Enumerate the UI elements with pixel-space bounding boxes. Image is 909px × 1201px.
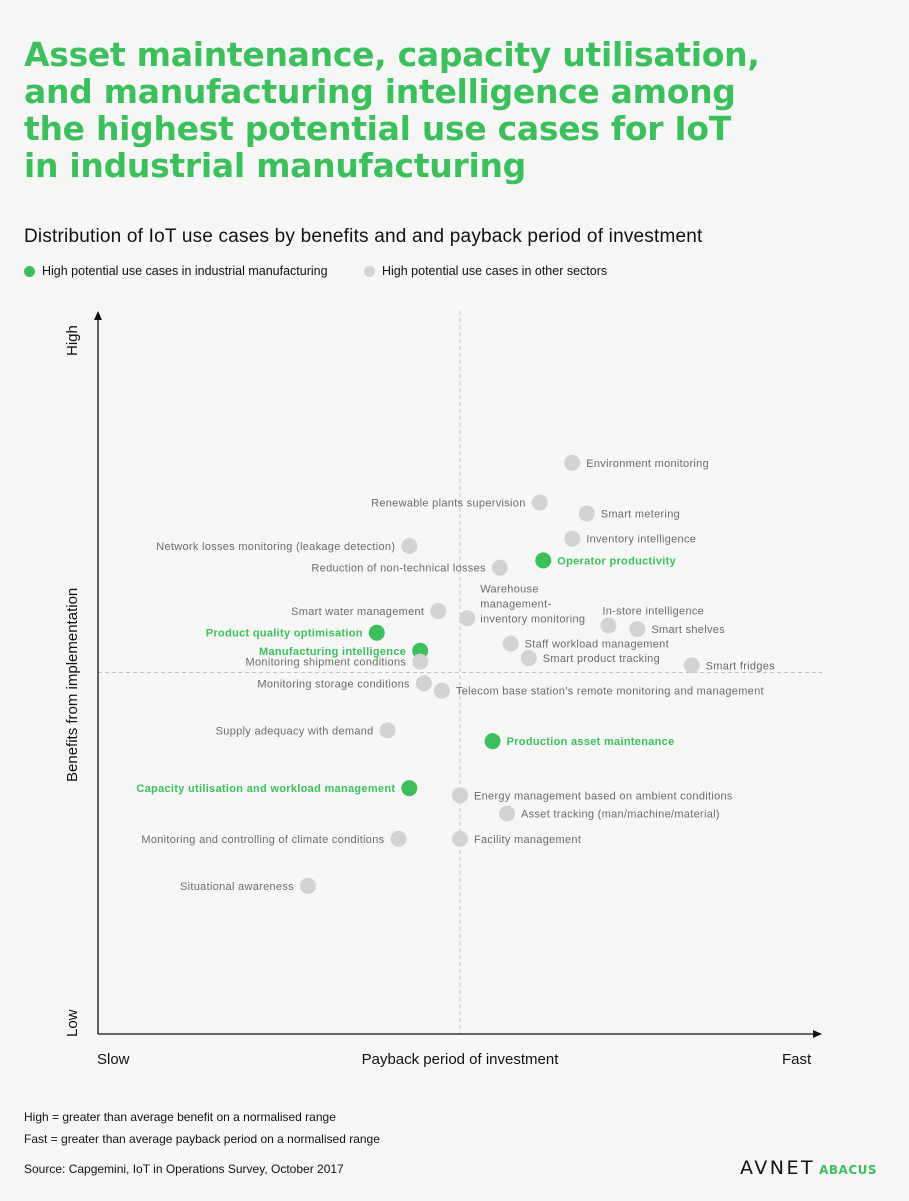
point-label-line: Warehouse [480, 583, 539, 595]
legend-label: High potential use cases in industrial m… [42, 264, 328, 278]
point-label: Supply adequacy with demand [216, 725, 374, 737]
avnet-abacus-logo: AVNET ABACUS [740, 1157, 877, 1179]
y-axis-arrow-icon [94, 311, 102, 320]
scatter-chart: Operator productivity Product quality opt… [94, 311, 822, 1038]
point-label: Telecom base station’s remote monitoring… [456, 686, 764, 698]
legend-item-manufacturing: High potential use cases in industrial m… [24, 264, 328, 278]
y-axis-start-label: Low [64, 1009, 81, 1037]
x-axis-end-label: Fast [782, 1051, 812, 1068]
point-label: Product quality optimisation [206, 628, 363, 640]
chart-points: Operator productivity Product quality opt… [136, 454, 776, 894]
other-sector-point [491, 559, 508, 576]
point-label: Inventory intelligence [586, 534, 696, 546]
title-line: the highest potential use cases for IoT [24, 109, 731, 148]
point-label: Smart shelves [651, 624, 725, 636]
title-line: in industrial manufacturing [24, 146, 526, 185]
point-label: Operator productivity [557, 555, 676, 567]
point-label-line: inventory monitoring [480, 613, 585, 625]
legend-green-dot-icon [24, 265, 35, 277]
point-label: Network losses monitoring (leakage detec… [156, 541, 395, 553]
manufacturing-point [401, 780, 418, 797]
other-sector-point [459, 610, 476, 627]
logo-main-text: AVNET [740, 1157, 816, 1179]
point-label: Facility management [474, 834, 581, 846]
x-axis-arrow-icon [813, 1030, 822, 1038]
other-sector-point [412, 653, 429, 670]
point-label: Smart fridges [706, 660, 776, 672]
point-label: Renewable plants supervision [371, 498, 526, 510]
other-sector-point [415, 675, 432, 692]
manufacturing-point [484, 733, 501, 750]
point-label: Monitoring and controlling of climate co… [141, 834, 384, 846]
point-label-line: management- [480, 598, 551, 610]
manufacturing-point [535, 552, 552, 569]
other-sector-point [401, 537, 418, 554]
point-label: Reduction of non-technical losses [311, 563, 486, 575]
point-label: Situational awareness [180, 881, 294, 893]
other-sector-point [578, 505, 595, 522]
x-axis-start-label: Slow [97, 1051, 130, 1068]
other-sector-point [390, 830, 407, 847]
y-axis-end-label: High [64, 325, 81, 356]
point-label: Monitoring shipment conditions [246, 657, 407, 669]
source-note: Source: Capgemini, IoT in Operations Sur… [24, 1162, 344, 1176]
manufacturing-point [368, 624, 385, 641]
point-label: Energy management based on ambient condi… [474, 790, 733, 802]
point-label: Warehouse management-inventory monitoring [480, 583, 585, 625]
point-label: Environment monitoring [586, 458, 709, 470]
other-sector-point [502, 635, 519, 652]
other-sector-point [452, 787, 468, 804]
point-label: Smart product tracking [543, 653, 660, 665]
other-sector-point [564, 530, 581, 547]
chart-title: Asset maintenance, capacity utilisation,… [24, 36, 884, 184]
other-sector-point [600, 617, 617, 634]
other-sector-point [683, 657, 700, 674]
other-sector-point [531, 494, 548, 511]
point-label: Manufacturing intelligence [259, 646, 406, 658]
legend-item-other-sectors: High potential use cases in other sector… [364, 264, 607, 278]
logo-sub-text: ABACUS [819, 1163, 878, 1177]
other-sector-point [520, 650, 537, 667]
legend-label: High potential use cases in other sector… [382, 264, 608, 278]
point-label: Capacity utilisation and workload manage… [136, 783, 395, 795]
other-sector-point [452, 830, 468, 847]
point-label: Smart water management [291, 606, 424, 618]
point-label: Asset tracking (man/machine/material) [521, 808, 720, 820]
legend-grey-dot-icon [364, 265, 375, 277]
title-line: Asset maintenance, capacity utilisation, [24, 35, 760, 74]
chart-subtitle: Distribution of IoT use cases by benefit… [24, 226, 703, 247]
point-label: Staff workload management [525, 639, 669, 651]
footnote: High = greater than average benefit on a… [24, 1110, 336, 1124]
point-label: In-store intelligence [602, 606, 704, 618]
other-sector-point [433, 682, 450, 699]
y-axis-label: Benefits from implementation [64, 587, 81, 782]
footnote: Fast = greater than average payback peri… [24, 1132, 380, 1146]
point-label: Production asset maintenance [507, 736, 675, 748]
other-sector-point [299, 877, 316, 894]
other-sector-point [564, 454, 581, 471]
x-axis-label: Payback period of investment [361, 1051, 559, 1068]
other-sector-point [499, 805, 516, 822]
chart-axes [94, 311, 822, 1038]
point-label: Monitoring storage conditions [257, 678, 410, 690]
other-sector-point [379, 722, 396, 739]
other-sector-point [629, 621, 646, 638]
title-line: and manufacturing intelligence among [24, 72, 736, 111]
point-label: Smart metering [601, 508, 680, 520]
other-sector-point [430, 603, 447, 620]
